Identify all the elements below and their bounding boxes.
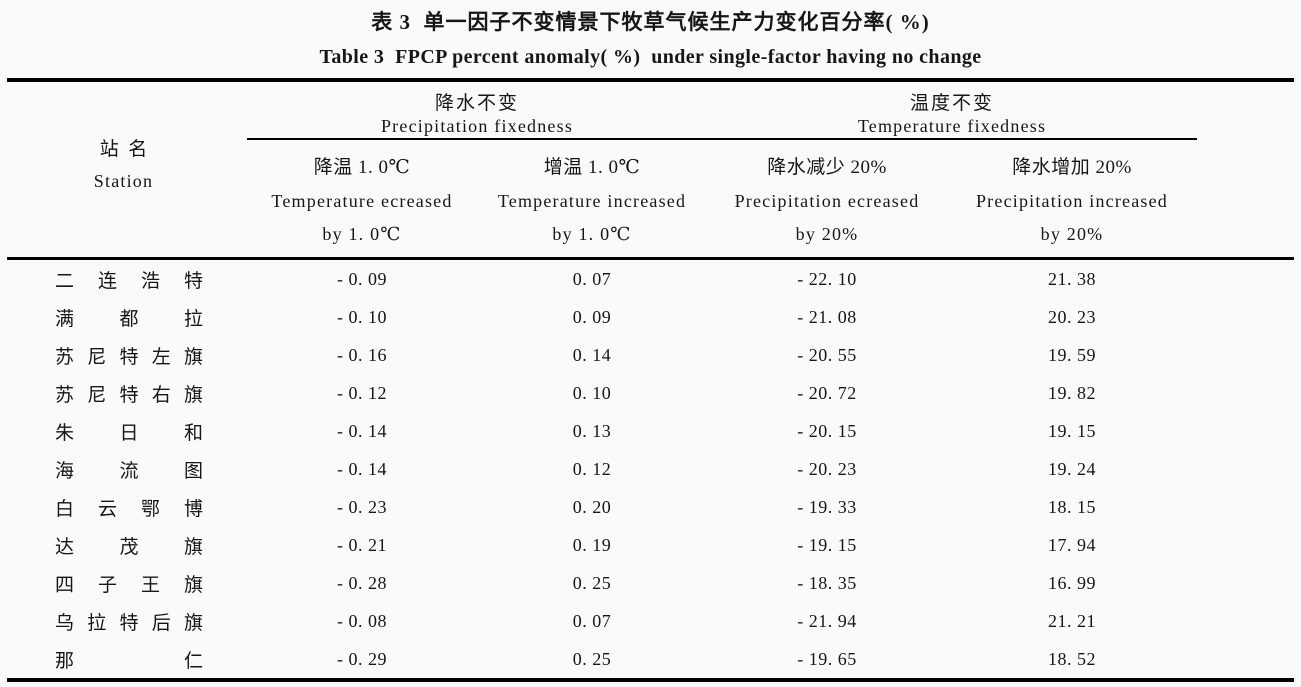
table-row: 那 仁 - 0. 29 0. 25 - 19. 65 18. 52 (0, 640, 1301, 678)
value-cell: 0. 10 (572, 382, 612, 403)
table-title-zh: 表 3 单一因子不变情景下牧草气候生产力变化百分率( %) (371, 10, 930, 34)
station-name: 海 流 图 (55, 460, 203, 482)
value-cell: - 19. 15 (797, 534, 857, 555)
table-row: 海 流 图 - 0. 14 0. 12 - 20. 23 19. 24 (0, 450, 1301, 488)
value-cell: - 0. 29 (337, 648, 387, 669)
column-header-temp-increased: 增温 1. 0℃ Temperature increased by 1. 0℃ (477, 140, 707, 257)
table-row: 达 茂 旗 - 0. 21 0. 19 - 19. 15 17. 94 (0, 526, 1301, 564)
value-cell: - 0. 23 (337, 496, 387, 517)
header-rule (7, 257, 1294, 260)
group1-label-en: Precipitation fixedness (380, 116, 574, 136)
table-row: 苏 尼 特 左 旗 - 0. 16 0. 14 - 20. 55 19. 59 (0, 336, 1301, 374)
value-cell: 0. 12 (572, 458, 612, 479)
column4-label-en2: by 20% (1040, 224, 1104, 244)
value-cell: 0. 07 (572, 610, 612, 631)
station-name: 苏 尼 特 右 旗 (55, 384, 203, 406)
table-row: 四 子 王 旗 - 0. 28 0. 25 - 18. 35 16. 99 (0, 564, 1301, 602)
value-cell: 0. 07 (572, 268, 612, 289)
column1-label-en2: by 1. 0℃ (322, 224, 402, 244)
value-cell: - 0. 08 (337, 610, 387, 631)
value-cell: - 19. 33 (797, 496, 857, 517)
table-row: 朱 日 和 - 0. 14 0. 13 - 20. 15 19. 15 (0, 412, 1301, 450)
value-cell: 0. 14 (572, 344, 612, 365)
value-cell: - 0. 14 (337, 458, 387, 479)
value-cell: - 20. 72 (797, 382, 857, 403)
column1-label-zh: 降温 1. 0℃ (313, 157, 411, 178)
value-cell: - 0. 28 (337, 572, 387, 593)
column3-label-zh: 降水减少 20% (767, 157, 887, 178)
value-cell: - 0. 09 (337, 268, 387, 289)
value-cell: 0. 19 (572, 534, 612, 555)
group2-label-zh: 温度不变 (909, 93, 994, 114)
value-cell: - 21. 08 (797, 306, 857, 327)
column-header-precip-increased: 降水增加 20% Precipitation increased by 20% (947, 140, 1197, 257)
table-row: 满 都 拉 - 0. 10 0. 09 - 21. 08 20. 23 (0, 298, 1301, 336)
group-temperature-fixedness: 温度不变 Temperature fixedness (707, 82, 1197, 140)
value-cell: 19. 15 (1048, 420, 1096, 441)
value-cell: - 20. 23 (797, 458, 857, 479)
value-cell: 0. 25 (572, 572, 612, 593)
station-name: 那 仁 (55, 650, 203, 672)
column3-label-en2: by 20% (795, 224, 859, 244)
table-row: 二 连 浩 特 - 0. 09 0. 07 - 22. 10 21. 38 (0, 260, 1301, 298)
station-name: 达 茂 旗 (55, 536, 203, 558)
station-name: 四 子 王 旗 (55, 574, 203, 596)
column2-label-en1: Temperature increased (497, 191, 687, 211)
value-cell: - 0. 16 (337, 344, 387, 365)
value-cell: - 18. 35 (797, 572, 857, 593)
value-cell: - 0. 21 (337, 534, 387, 555)
value-cell: 21. 21 (1048, 610, 1096, 631)
value-cell: - 21. 94 (797, 610, 857, 631)
value-cell: 17. 94 (1048, 534, 1096, 555)
value-cell: - 20. 55 (797, 344, 857, 365)
column2-label-en2: by 1. 0℃ (552, 224, 632, 244)
value-cell: 20. 23 (1048, 306, 1096, 327)
value-cell: - 20. 15 (797, 420, 857, 441)
station-name: 乌 拉 特 后 旗 (55, 612, 203, 634)
value-cell: - 22. 10 (797, 268, 857, 289)
table-row: 白 云 鄂 博 - 0. 23 0. 20 - 19. 33 18. 15 (0, 488, 1301, 526)
column4-label-en1: Precipitation increased (975, 191, 1169, 211)
value-cell: 19. 24 (1048, 458, 1096, 479)
value-cell: 19. 82 (1048, 382, 1096, 403)
column4-label-zh: 降水增加 20% (1012, 157, 1132, 178)
group2-label-en: Temperature fixedness (857, 116, 1047, 136)
column-header-precip-decreased: 降水减少 20% Precipitation ecreased by 20% (707, 140, 947, 257)
table-row: 乌 拉 特 后 旗 - 0. 08 0. 07 - 21. 94 21. 21 (0, 602, 1301, 640)
value-cell: 0. 25 (572, 648, 612, 669)
group1-label-zh: 降水不变 (434, 93, 519, 114)
station-name: 二 连 浩 特 (55, 270, 203, 292)
value-cell: 16. 99 (1048, 572, 1096, 593)
paper-table-page: 表 3 单一因子不变情景下牧草气候生产力变化百分率( %) Table 3 FP… (0, 8, 1301, 687)
column2-label-zh: 增温 1. 0℃ (543, 157, 641, 178)
station-name: 白 云 鄂 博 (55, 498, 203, 520)
top-rule (7, 78, 1294, 82)
value-cell: - 0. 10 (337, 306, 387, 327)
value-cell: 19. 59 (1048, 344, 1096, 365)
value-cell: - 19. 65 (797, 648, 857, 669)
value-cell: - 0. 12 (337, 382, 387, 403)
table-header: 站 名 Station 降水不变 Precipitation fixedness… (0, 82, 1301, 257)
column3-label-en1: Precipitation ecreased (734, 191, 920, 211)
value-cell: 0. 20 (572, 496, 612, 517)
value-cell: 21. 38 (1048, 268, 1096, 289)
value-cell: 0. 13 (572, 420, 612, 441)
value-cell: 0. 09 (572, 306, 612, 327)
station-name: 苏 尼 特 左 旗 (55, 346, 203, 368)
bottom-rule (7, 678, 1294, 682)
table-body: 二 连 浩 特 - 0. 09 0. 07 - 22. 10 21. 38 满 都 拉 - … (0, 260, 1301, 678)
table-title-en: Table 3 FPCP percent anomaly( %) under s… (319, 46, 982, 68)
station-header-zh: 站 名 (99, 138, 148, 160)
table-row: 苏 尼 特 右 旗 - 0. 12 0. 10 - 20. 72 19. 82 (0, 374, 1301, 412)
station-header-en: Station (93, 170, 154, 191)
value-cell: 18. 52 (1048, 648, 1096, 669)
column-header-temp-decreased: 降温 1. 0℃ Temperature ecreased by 1. 0℃ (247, 140, 477, 257)
station-name: 满 都 拉 (55, 308, 203, 330)
station-name: 朱 日 和 (55, 422, 203, 444)
station-header: 站 名 Station (0, 82, 247, 257)
value-cell: - 0. 14 (337, 420, 387, 441)
group-precipitation-fixedness: 降水不变 Precipitation fixedness (247, 82, 707, 140)
column1-label-en1: Temperature ecreased (271, 191, 453, 211)
value-cell: 18. 15 (1048, 496, 1096, 517)
